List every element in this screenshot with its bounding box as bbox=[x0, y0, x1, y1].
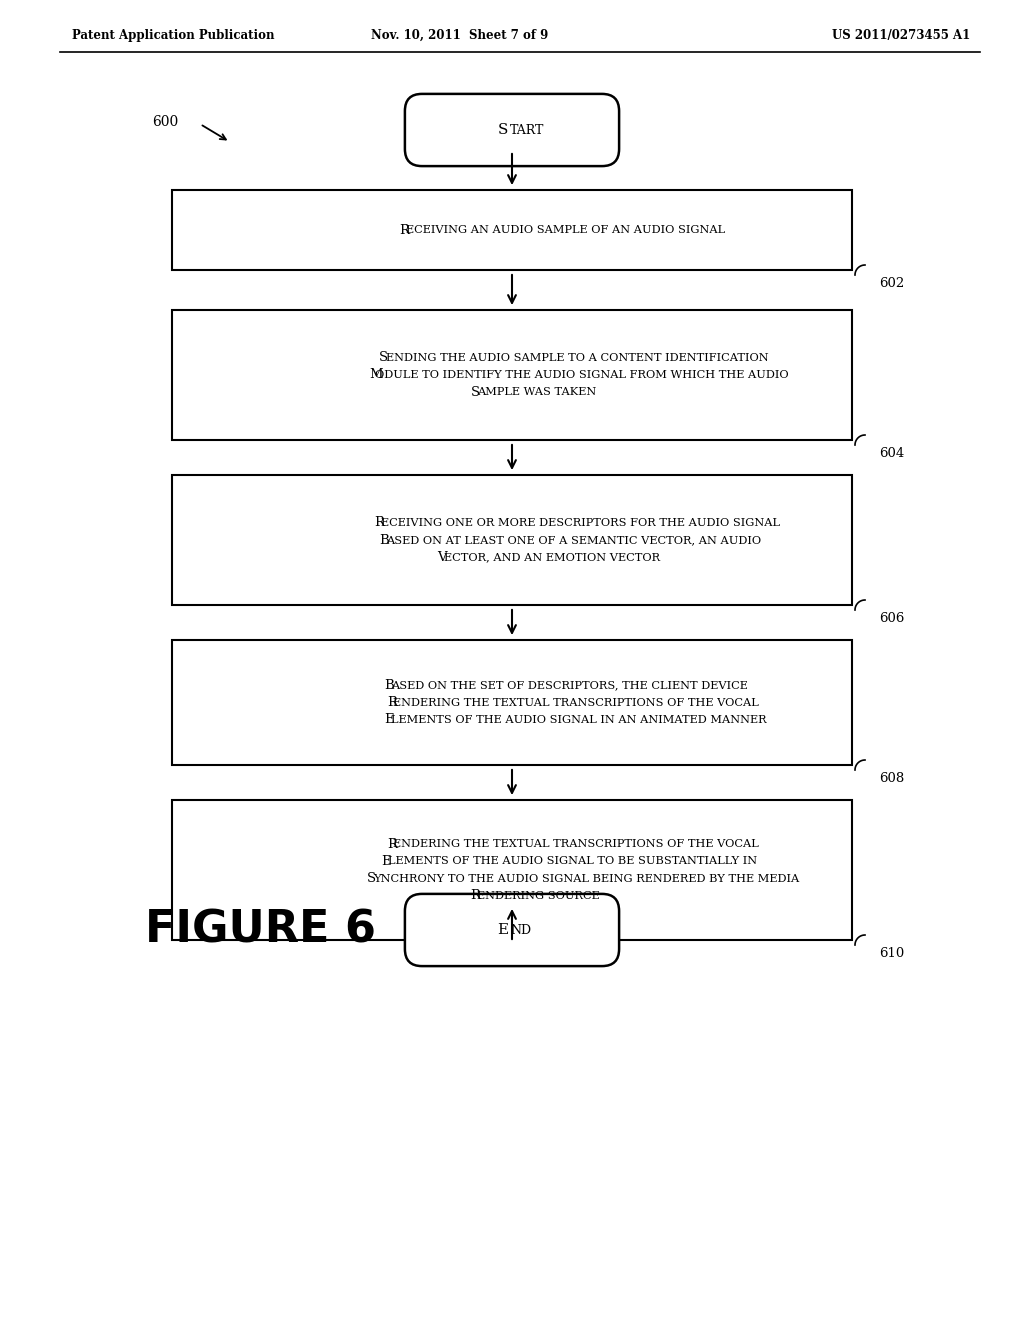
Text: ODULE TO IDENTIFY THE AUDIO SIGNAL FROM WHICH THE AUDIO: ODULE TO IDENTIFY THE AUDIO SIGNAL FROM … bbox=[376, 370, 790, 380]
FancyBboxPatch shape bbox=[404, 894, 620, 966]
Text: ENDERING THE TEXTUAL TRANSCRIPTIONS OF THE VOCAL: ENDERING THE TEXTUAL TRANSCRIPTIONS OF T… bbox=[393, 697, 759, 708]
Text: 602: 602 bbox=[879, 277, 904, 290]
Text: ENDERING THE TEXTUAL TRANSCRIPTIONS OF THE VOCAL: ENDERING THE TEXTUAL TRANSCRIPTIONS OF T… bbox=[393, 840, 759, 849]
Text: R: R bbox=[387, 696, 396, 709]
Text: YNCHRONY TO THE AUDIO SIGNAL BEING RENDERED BY THE MEDIA: YNCHRONY TO THE AUDIO SIGNAL BEING RENDE… bbox=[373, 874, 799, 883]
Text: TART: TART bbox=[510, 124, 545, 137]
Text: S: S bbox=[379, 351, 388, 364]
Text: 604: 604 bbox=[879, 447, 904, 459]
Text: R: R bbox=[399, 223, 410, 236]
FancyBboxPatch shape bbox=[172, 190, 852, 271]
Text: B: B bbox=[379, 533, 389, 546]
Text: V: V bbox=[437, 550, 447, 564]
Text: R: R bbox=[387, 838, 396, 851]
Text: ENDERING SOURCE: ENDERING SOURCE bbox=[477, 891, 600, 900]
Text: Patent Application Publication: Patent Application Publication bbox=[72, 29, 274, 41]
Text: ND: ND bbox=[510, 924, 531, 937]
FancyBboxPatch shape bbox=[172, 800, 852, 940]
Text: ECTOR, AND AN EMOTION VECTOR: ECTOR, AND AN EMOTION VECTOR bbox=[444, 552, 660, 562]
Text: 608: 608 bbox=[879, 772, 904, 785]
Text: LEMENTS OF THE AUDIO SIGNAL IN AN ANIMATED MANNER: LEMENTS OF THE AUDIO SIGNAL IN AN ANIMAT… bbox=[391, 714, 766, 725]
FancyBboxPatch shape bbox=[172, 475, 852, 605]
Text: E: E bbox=[497, 923, 508, 937]
Text: Nov. 10, 2011  Sheet 7 of 9: Nov. 10, 2011 Sheet 7 of 9 bbox=[372, 29, 549, 41]
Text: 606: 606 bbox=[879, 612, 904, 624]
Text: M: M bbox=[369, 368, 383, 381]
Text: B: B bbox=[384, 678, 394, 692]
Text: ASED ON AT LEAST ONE OF A SEMANTIC VECTOR, AN AUDIO: ASED ON AT LEAST ONE OF A SEMANTIC VECTO… bbox=[386, 535, 761, 545]
Text: ECEIVING AN AUDIO SAMPLE OF AN AUDIO SIGNAL: ECEIVING AN AUDIO SAMPLE OF AN AUDIO SIG… bbox=[406, 224, 725, 235]
Text: ENDING THE AUDIO SAMPLE TO A CONTENT IDENTIFICATION: ENDING THE AUDIO SAMPLE TO A CONTENT IDE… bbox=[386, 352, 768, 363]
Text: S: S bbox=[367, 873, 376, 884]
FancyBboxPatch shape bbox=[172, 310, 852, 440]
Text: LEMENTS OF THE AUDIO SIGNAL TO BE SUBSTANTIALLY IN: LEMENTS OF THE AUDIO SIGNAL TO BE SUBSTA… bbox=[388, 857, 758, 866]
Text: ECEIVING ONE OR MORE DESCRIPTORS FOR THE AUDIO SIGNAL: ECEIVING ONE OR MORE DESCRIPTORS FOR THE… bbox=[381, 517, 779, 528]
Text: ASED ON THE SET OF DESCRIPTORS, THE CLIENT DEVICE: ASED ON THE SET OF DESCRIPTORS, THE CLIE… bbox=[391, 680, 748, 690]
Text: R: R bbox=[374, 516, 384, 529]
FancyBboxPatch shape bbox=[404, 94, 620, 166]
Text: E: E bbox=[384, 713, 394, 726]
Text: AMPLE WAS TAKEN: AMPLE WAS TAKEN bbox=[477, 387, 596, 397]
Text: S: S bbox=[498, 123, 508, 137]
Text: 610: 610 bbox=[879, 946, 904, 960]
Text: R: R bbox=[471, 890, 480, 902]
Text: US 2011/0273455 A1: US 2011/0273455 A1 bbox=[831, 29, 970, 41]
Text: FIGURE 6: FIGURE 6 bbox=[145, 908, 376, 952]
Text: E: E bbox=[382, 855, 391, 869]
Text: S: S bbox=[471, 385, 480, 399]
Text: 600: 600 bbox=[152, 115, 178, 129]
FancyBboxPatch shape bbox=[172, 640, 852, 766]
